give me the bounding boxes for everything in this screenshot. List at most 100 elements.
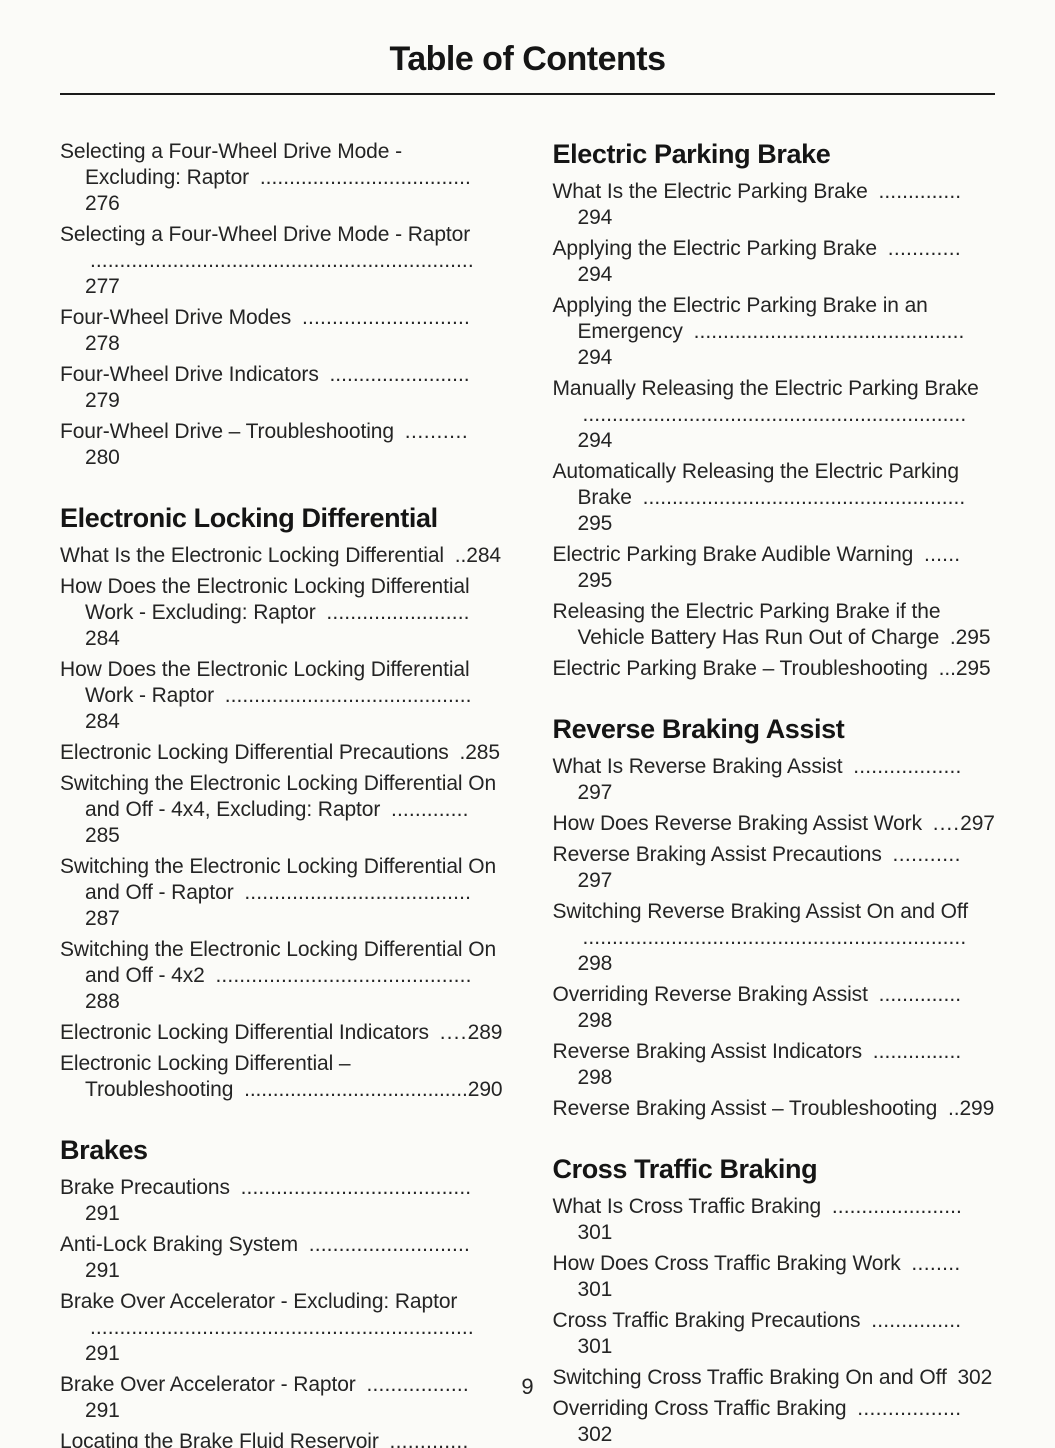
- leader-dots: ..: [454, 544, 467, 567]
- entry-page: 301: [577, 1221, 613, 1244]
- toc-entry: Reverse Braking Assist – Troubleshooting…: [553, 1096, 996, 1122]
- leader-dots: ........................: [326, 601, 470, 624]
- toc-entry: How Does the Electronic Locking Differen…: [60, 574, 503, 652]
- toc-entry: Applying the Electric Parking Brake ....…: [553, 236, 996, 288]
- toc-section: Electronic Locking Differential What Is t…: [60, 503, 503, 1103]
- entry-label: Brake Over Accelerator - Raptor: [60, 1373, 356, 1396]
- leader-dots: .................: [857, 1397, 962, 1420]
- toc-entry: Overriding Reverse Braking Assist ......…: [553, 982, 996, 1034]
- entry-page: 291: [85, 1259, 120, 1282]
- toc-entry: Four-Wheel Drive Modes .................…: [60, 305, 503, 357]
- toc-entry: Electronic Locking Differential – Troubl…: [60, 1051, 503, 1103]
- entry-page: 301: [577, 1335, 613, 1358]
- toc-section: Selecting a Four-Wheel Drive Mode - Excl…: [60, 139, 503, 471]
- entry-label: Brake Over Accelerator - Excluding: Rapt…: [60, 1290, 458, 1313]
- toc-entry: Applying the Electric Parking Brake in a…: [553, 293, 996, 371]
- leader-dots: .: [459, 741, 466, 764]
- entry-page: 295: [955, 657, 991, 680]
- entry-page: 279: [85, 389, 120, 412]
- entry-page: 298: [577, 1066, 613, 1089]
- leader-dots: ....: [439, 1021, 468, 1044]
- entry-page: 284: [466, 544, 501, 567]
- section-heading: Electric Parking Brake: [552, 139, 831, 169]
- title-divider: [60, 93, 995, 95]
- leader-dots: ........................: [329, 363, 470, 386]
- entry-label: Switching the Electronic Locking Differe…: [60, 855, 497, 904]
- entry-label: Selecting a Four-Wheel Drive Mode - Excl…: [60, 140, 402, 189]
- entry-label: Four-Wheel Drive – Troubleshooting: [60, 420, 394, 443]
- leader-dots: ..................: [853, 755, 962, 778]
- toc-entry: Locating the Brake Fluid Reservoir .....…: [60, 1429, 503, 1448]
- entry-label: Switching Reverse Braking Assist On and …: [552, 900, 969, 923]
- toc-entry: Four-Wheel Drive Indicators ............…: [60, 362, 503, 414]
- leader-dots: ...............: [871, 1309, 962, 1332]
- section-heading: Brakes: [60, 1135, 148, 1165]
- leader-dots: ...: [938, 657, 956, 680]
- leader-dots: ......................................: [244, 881, 472, 904]
- entry-page: 288: [85, 990, 120, 1013]
- entry-page: 302: [957, 1366, 993, 1389]
- entry-label: Manually Releasing the Electric Parking …: [552, 377, 979, 400]
- entry-page: 284: [85, 627, 120, 650]
- entry-label: What Is the Electronic Locking Different…: [60, 544, 444, 567]
- toc-entry: Brake Over Accelerator - Excluding: Rapt…: [60, 1289, 503, 1367]
- entry-page: 289: [467, 1021, 503, 1044]
- entry-page: 294: [577, 263, 613, 286]
- entry-page: 291: [85, 1202, 120, 1225]
- toc-entry: Manually Releasing the Electric Parking …: [553, 376, 996, 454]
- toc-entry: Selecting a Four-Wheel Drive Mode - Excl…: [60, 139, 503, 217]
- entry-label: Electric Parking Brake Audible Warning: [552, 543, 914, 566]
- entry-page: 295: [577, 569, 613, 592]
- entry-page: 297: [577, 781, 613, 804]
- entry-page: 295: [955, 626, 991, 649]
- leader-dots: ..: [947, 1097, 960, 1120]
- leader-dots: ......................: [831, 1195, 962, 1218]
- entry-page: 295: [577, 512, 613, 535]
- entry-label: Reverse Braking Assist Indicators: [552, 1040, 863, 1063]
- entry-page: 277: [85, 275, 120, 298]
- entry-label: How Does the Electronic Locking Differen…: [60, 575, 470, 624]
- leader-dots: ........................................…: [224, 684, 472, 707]
- leader-dots: ....: [932, 812, 961, 835]
- toc-entry: Selecting a Four-Wheel Drive Mode - Rapt…: [60, 222, 503, 300]
- leader-dots: ........................................…: [582, 403, 967, 426]
- entry-label: Electronic Locking Differential – Troubl…: [60, 1052, 351, 1101]
- entry-label: Electric Parking Brake – Troubleshooting: [552, 657, 928, 680]
- leader-dots: ........................................…: [582, 926, 967, 949]
- entry-label: Switching the Electronic Locking Differe…: [60, 938, 497, 987]
- toc-entry: Brake Over Accelerator - Raptor ........…: [60, 1372, 503, 1424]
- toc-entry: Electronic Locking Differential Indicato…: [60, 1020, 503, 1046]
- entry-label: Applying the Electric Parking Brake in a…: [552, 294, 928, 343]
- entry-page: 294: [577, 429, 613, 452]
- entry-page: 298: [577, 952, 613, 975]
- toc-entry: Switching the Electronic Locking Differe…: [60, 854, 503, 932]
- entry-page: 302: [577, 1423, 613, 1446]
- entry-label: How Does Cross Traffic Braking Work: [552, 1252, 901, 1275]
- entry-page: 280: [85, 446, 120, 469]
- entry-page: 278: [85, 332, 120, 355]
- entry-label: Overriding Cross Traffic Braking: [552, 1397, 847, 1420]
- leader-dots: ..............: [878, 983, 962, 1006]
- leader-dots: ..............: [878, 180, 962, 203]
- page-title: Table of Contents: [389, 40, 666, 78]
- entry-page: 297: [577, 869, 613, 892]
- leader-dots: ............................: [301, 306, 471, 329]
- leader-dots: .............: [389, 1430, 469, 1448]
- entry-label: Cross Traffic Braking Precautions: [552, 1309, 861, 1332]
- entry-label: Applying the Electric Parking Brake: [552, 237, 878, 260]
- toc-entry: Switching the Electronic Locking Differe…: [60, 937, 503, 1015]
- leader-dots: .......................................: [240, 1176, 472, 1199]
- leader-dots: ........................................…: [693, 320, 965, 343]
- toc-entry: Switching the Electronic Locking Differe…: [60, 771, 503, 849]
- toc-entry: Overriding Cross Traffic Braking .......…: [553, 1396, 996, 1448]
- leader-dots: .............: [391, 798, 469, 821]
- leader-dots: ...............: [872, 1040, 962, 1063]
- section-heading: Electronic Locking Differential: [60, 503, 438, 533]
- toc-section: Cross Traffic Braking What Is Cross Traff…: [553, 1154, 996, 1448]
- entry-label: Electronic Locking Differential Indicato…: [60, 1021, 429, 1044]
- entry-page: 285: [85, 824, 120, 847]
- toc-entry: Four-Wheel Drive – Troubleshooting .....…: [60, 419, 503, 471]
- toc-entry: Electronic Locking Differential Precauti…: [60, 740, 503, 766]
- toc-column-left: Selecting a Four-Wheel Drive Mode - Excl…: [60, 139, 503, 1448]
- toc-entry: How Does the Electronic Locking Differen…: [60, 657, 503, 735]
